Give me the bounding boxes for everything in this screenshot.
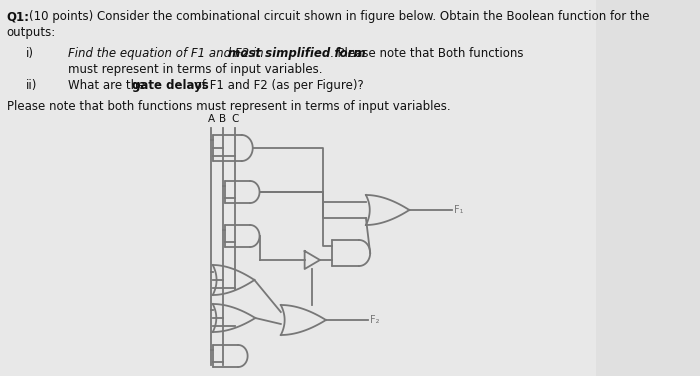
Text: most simplified form: most simplified form	[228, 47, 365, 60]
Text: F₂: F₂	[370, 315, 379, 325]
Text: i): i)	[25, 47, 34, 60]
Text: (10 points) Consider the combinational circuit shown in figure below. Obtain the: (10 points) Consider the combinational c…	[29, 10, 650, 23]
Text: must represent in terms of input variables.: must represent in terms of input variabl…	[68, 63, 323, 76]
Text: ii): ii)	[25, 79, 37, 92]
Text: outputs:: outputs:	[7, 26, 56, 39]
Text: Q1:: Q1:	[7, 10, 30, 23]
Text: of F1 and F2 (as per Figure)?: of F1 and F2 (as per Figure)?	[192, 79, 364, 92]
Text: A: A	[207, 114, 215, 124]
Text: gate delays: gate delays	[132, 79, 209, 92]
Text: B: B	[219, 114, 227, 124]
Text: Find the equation of F1 and F2 in: Find the equation of F1 and F2 in	[68, 47, 267, 60]
Text: F₁: F₁	[454, 205, 463, 215]
Text: Please note that both functions must represent in terms of input variables.: Please note that both functions must rep…	[7, 100, 450, 113]
Text: What are the: What are the	[68, 79, 149, 92]
Text: C: C	[231, 114, 239, 124]
Text: . Please note that Both functions: . Please note that Both functions	[330, 47, 524, 60]
